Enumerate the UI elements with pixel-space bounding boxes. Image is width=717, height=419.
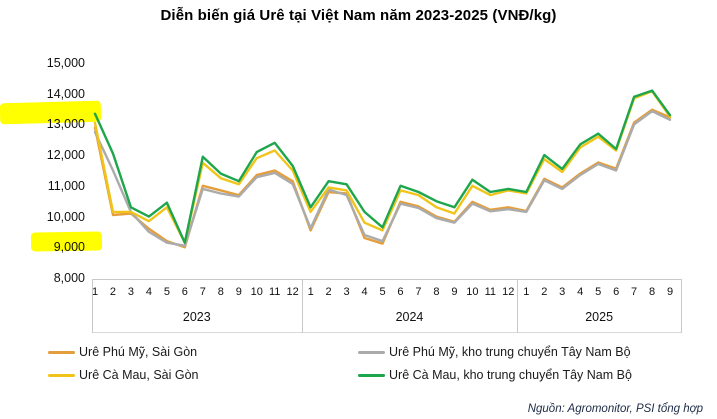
x-axis-separator: [517, 279, 519, 333]
x-axis-month-label: 8: [433, 286, 440, 298]
x-axis-month-label: 1: [523, 286, 530, 298]
legend-line-swatch-icon: [48, 350, 75, 354]
x-axis-month-label: 6: [181, 286, 188, 298]
x-axis-month-label: 1: [91, 286, 99, 298]
x-axis-month-label: 12: [502, 286, 515, 298]
price-line-series: [93, 109, 672, 247]
x-axis-line: [92, 279, 681, 280]
y-axis-label: 9,000: [53, 240, 85, 255]
y-axis-label: 10,000: [46, 209, 85, 224]
x-axis-month-label: 2: [325, 286, 332, 298]
x-axis-month-label: 4: [145, 286, 152, 298]
x-axis-month-label: 10: [250, 286, 263, 298]
x-axis-month-label: 4: [361, 286, 368, 298]
y-axis-label: 11,000: [47, 178, 85, 193]
legend-label: Urê Cà Mau, kho trung chuyển Tây Nam Bộ: [389, 368, 632, 382]
x-axis-separator: [301, 279, 303, 333]
y-axis-label: 12,000: [46, 148, 85, 163]
x-axis-month-label: 7: [415, 286, 422, 298]
legend-label: Urê Phú Mỹ, Sài Gòn: [79, 345, 198, 359]
x-axis-separator: [92, 279, 93, 333]
legend-item: Urê Cà Mau, Sài Gòn: [48, 367, 199, 383]
x-axis-month-label: 3: [559, 286, 566, 298]
y-axis-label: 8,000: [53, 270, 85, 285]
x-axis-month-label: 6: [397, 286, 404, 298]
legend-label: Urê Phú Mỹ, kho trung chuyển Tây Nam Bộ: [389, 345, 631, 359]
legend-line-swatch-icon: [358, 373, 385, 377]
x-axis-month-label: 8: [649, 286, 656, 298]
x-axis-month-label: 2: [109, 286, 117, 298]
x-axis-year-label: 2024: [395, 310, 424, 324]
legend-line-swatch-icon: [48, 373, 75, 377]
legend-item: Urê Phú Mỹ, Sài Gòn: [48, 344, 197, 360]
x-axis-month-label: 5: [595, 286, 602, 298]
x-axis-month-label: 10: [466, 286, 479, 298]
x-axis-month-label: 11: [268, 286, 281, 298]
x-axis-month-label: 1: [307, 286, 314, 298]
x-axis-month-label: 7: [631, 286, 638, 298]
x-axis-month-label: 8: [217, 286, 224, 298]
x-axis-separator: [681, 279, 682, 333]
x-axis-month-label: 3: [127, 286, 134, 298]
x-axis-month-label: 12: [286, 286, 299, 298]
chart-title: Diễn biến giá Urê tại Việt Nam năm 2023-…: [160, 7, 557, 24]
price-line-series: [93, 108, 672, 249]
x-axis-month-label: 3: [343, 286, 350, 298]
x-axis-bottom-line: [92, 332, 681, 333]
x-axis-month-label: 5: [379, 286, 386, 298]
x-axis-month-label: 11: [484, 286, 497, 298]
x-axis-month-label: 6: [613, 286, 620, 298]
source-note: Nguồn: Agromonitor, PSI tổng hợp: [527, 403, 703, 415]
legend-item: Urê Cà Mau, kho trung chuyển Tây Nam Bộ: [358, 367, 632, 383]
x-axis-month-label: 9: [451, 286, 458, 298]
y-axis-label: 13,000: [46, 117, 85, 132]
x-axis-month-label: 9: [666, 286, 674, 298]
x-axis-month-label: 9: [235, 286, 242, 298]
x-axis-month-label: 2: [541, 286, 548, 298]
legend-item: Urê Phú Mỹ, kho trung chuyển Tây Nam Bộ: [358, 344, 631, 360]
x-axis-month-label: 7: [199, 286, 206, 298]
x-axis-month-label: 5: [163, 286, 170, 298]
price-line-series: [93, 90, 672, 244]
y-axis-label: 15,000: [46, 56, 85, 70]
x-axis-year-label: 2025: [585, 310, 614, 324]
x-axis-month-label: 4: [577, 286, 584, 298]
legend-line-swatch-icon: [358, 350, 385, 354]
y-axis-label: 14,000: [46, 86, 85, 101]
x-axis-year-label: 2023: [182, 310, 211, 324]
legend-label: Urê Cà Mau, Sài Gòn: [79, 368, 199, 382]
price-line-series: [93, 89, 672, 244]
